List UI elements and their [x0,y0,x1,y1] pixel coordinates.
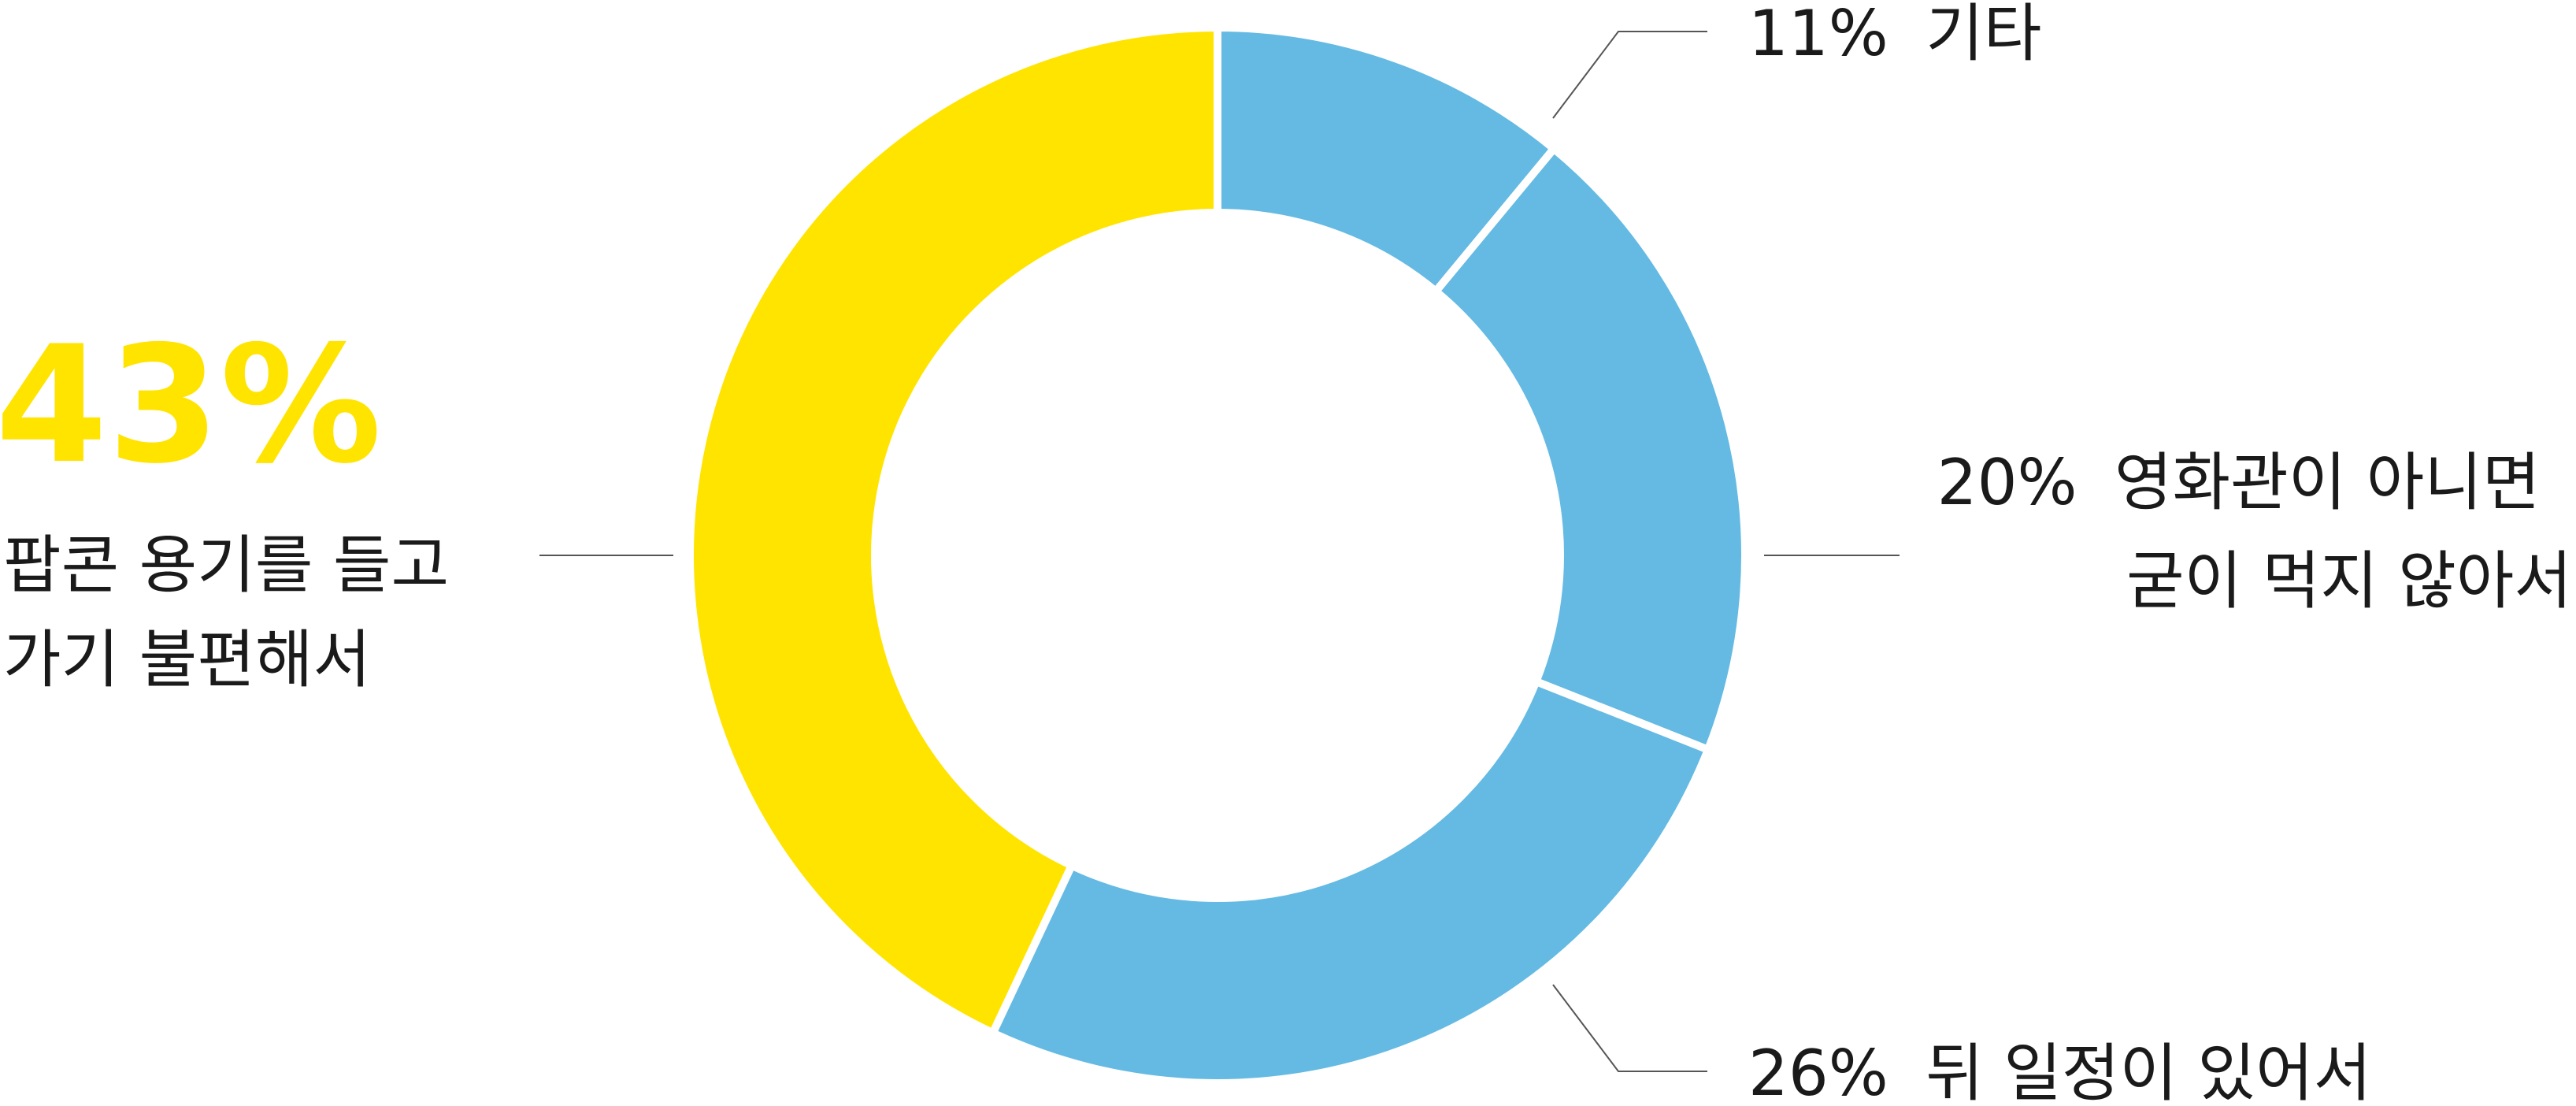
label-schedule-percent: 26% [1748,1037,1888,1106]
donut-slice-43 [686,23,1221,1038]
leader-lines [539,31,1900,1072]
label-etc-percent: 11% [1748,0,1888,70]
label-not-cinema-percent: 20% [1937,446,2077,519]
label-etc: 11% 기타 [1748,0,2041,70]
label-not-cinema: 20% 영화관이 아니면 굳이 먹지 않아서 [1937,446,2572,618]
label-inconvenient-percent: 43% [0,312,382,499]
label-inconvenient-line2: 가기 불편해서 [3,623,371,696]
label-schedule: 26% 뒤 일정이 있어서 [1748,1037,2371,1106]
label-inconvenient-line1: 팝콘 용기를 들고 [3,529,449,602]
donut-slice-26 [988,676,1714,1087]
leader-line-26 [1552,984,1707,1072]
label-not-cinema-line2: 굳이 먹지 않아서 [2126,544,2572,618]
label-inconvenient: 팝콘 용기를 들고 가기 불편해서 [3,529,469,696]
label-etc-text: 기타 [1926,0,2041,70]
donut-slices [686,23,1749,1087]
label-not-cinema-line1: 영화관이 아니면 [2115,446,2541,519]
leader-line-11 [1552,31,1707,119]
label-schedule-text: 뒤 일정이 있어서 [1926,1037,2371,1106]
donut-slice-20 [1430,143,1749,755]
